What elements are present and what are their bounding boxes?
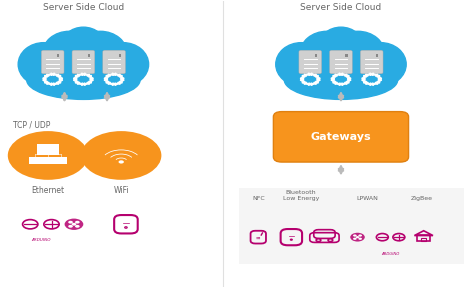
Ellipse shape <box>318 27 364 67</box>
FancyBboxPatch shape <box>360 50 383 74</box>
Circle shape <box>307 77 314 82</box>
Ellipse shape <box>300 31 354 77</box>
Circle shape <box>8 131 88 180</box>
Circle shape <box>353 238 357 240</box>
Ellipse shape <box>42 31 96 77</box>
Circle shape <box>72 223 76 226</box>
Text: Server Side Cloud: Server Side Cloud <box>43 3 124 12</box>
Text: WiFi: WiFi <box>113 185 129 195</box>
FancyBboxPatch shape <box>57 54 59 57</box>
Text: NFC: NFC <box>252 196 264 201</box>
Circle shape <box>259 238 260 239</box>
Text: ARDUINO: ARDUINO <box>382 252 400 256</box>
Text: Ethernet: Ethernet <box>31 185 64 195</box>
FancyBboxPatch shape <box>103 50 126 74</box>
Ellipse shape <box>61 27 106 67</box>
FancyBboxPatch shape <box>54 157 67 164</box>
Circle shape <box>316 239 321 242</box>
Circle shape <box>368 77 375 82</box>
FancyBboxPatch shape <box>41 157 55 164</box>
FancyBboxPatch shape <box>28 157 42 164</box>
FancyBboxPatch shape <box>315 54 317 57</box>
FancyBboxPatch shape <box>346 54 347 57</box>
Text: LPWAN: LPWAN <box>356 196 378 201</box>
Circle shape <box>358 234 362 237</box>
Circle shape <box>64 219 83 230</box>
Circle shape <box>356 236 359 238</box>
Circle shape <box>358 238 362 240</box>
Circle shape <box>81 131 161 180</box>
FancyBboxPatch shape <box>36 144 59 155</box>
Circle shape <box>256 238 258 239</box>
FancyBboxPatch shape <box>376 54 378 57</box>
Circle shape <box>49 77 56 82</box>
Ellipse shape <box>27 60 140 99</box>
Circle shape <box>337 77 345 82</box>
Circle shape <box>256 237 258 238</box>
Circle shape <box>257 237 259 238</box>
Ellipse shape <box>276 43 327 86</box>
Circle shape <box>350 233 365 242</box>
FancyBboxPatch shape <box>299 50 321 74</box>
Text: Bluetooth
Low Energy: Bluetooth Low Energy <box>283 190 319 201</box>
Ellipse shape <box>284 60 398 99</box>
Ellipse shape <box>98 43 149 86</box>
Circle shape <box>257 238 259 239</box>
Text: Server Side Cloud: Server Side Cloud <box>301 3 382 12</box>
Circle shape <box>110 77 118 82</box>
Text: ZigBee: ZigBee <box>410 196 432 201</box>
FancyBboxPatch shape <box>329 50 352 74</box>
Ellipse shape <box>73 31 128 77</box>
Circle shape <box>68 221 73 223</box>
Ellipse shape <box>18 43 69 86</box>
Circle shape <box>259 237 260 238</box>
FancyBboxPatch shape <box>239 188 464 264</box>
Circle shape <box>328 239 333 242</box>
Circle shape <box>80 77 87 82</box>
Circle shape <box>118 160 124 164</box>
Text: Gateways: Gateways <box>310 132 371 142</box>
FancyBboxPatch shape <box>72 50 95 74</box>
Circle shape <box>353 234 357 237</box>
Circle shape <box>68 225 73 228</box>
FancyBboxPatch shape <box>273 112 409 162</box>
Circle shape <box>75 225 80 228</box>
Ellipse shape <box>355 43 406 86</box>
Text: TCP / UDP: TCP / UDP <box>12 121 50 130</box>
Text: ARDUINO: ARDUINO <box>31 238 51 242</box>
Circle shape <box>75 221 80 223</box>
FancyBboxPatch shape <box>41 50 64 74</box>
FancyBboxPatch shape <box>118 54 121 57</box>
Ellipse shape <box>331 31 385 77</box>
FancyBboxPatch shape <box>88 54 90 57</box>
